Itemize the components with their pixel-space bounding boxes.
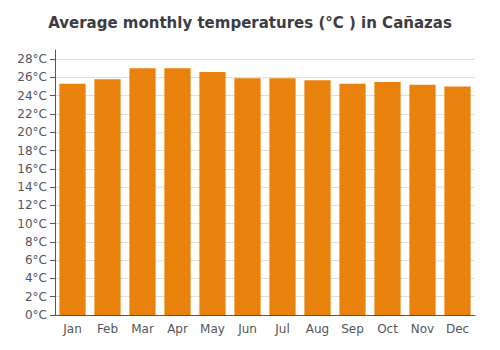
svg-text:16°C: 16°C (17, 162, 47, 176)
svg-text:Average monthly temperatures (: Average monthly temperatures (°C ) in Ca… (48, 14, 452, 32)
svg-text:Jul: Jul (274, 322, 289, 336)
svg-text:4°C: 4°C (25, 271, 47, 285)
svg-text:Mar: Mar (131, 322, 154, 336)
svg-text:26°C: 26°C (17, 70, 47, 84)
svg-text:0°C: 0°C (25, 308, 47, 322)
svg-text:Oct: Oct (377, 322, 398, 336)
svg-text:Jan: Jan (62, 322, 82, 336)
svg-text:18°C: 18°C (17, 144, 47, 158)
svg-text:8°C: 8°C (25, 235, 47, 249)
svg-text:Apr: Apr (167, 322, 188, 336)
svg-text:Dec: Dec (446, 322, 469, 336)
svg-text:12°C: 12°C (17, 198, 47, 212)
svg-text:20°C: 20°C (17, 125, 47, 139)
svg-text:14°C: 14°C (17, 180, 47, 194)
svg-text:22°C: 22°C (17, 107, 47, 121)
svg-text:Sep: Sep (341, 322, 364, 336)
svg-text:10°C: 10°C (17, 217, 47, 231)
svg-text:24°C: 24°C (17, 89, 47, 103)
svg-text:Feb: Feb (97, 322, 118, 336)
svg-text:Jun: Jun (237, 322, 257, 336)
svg-text:28°C: 28°C (17, 52, 47, 66)
svg-text:2°C: 2°C (25, 290, 47, 304)
svg-text:May: May (200, 322, 225, 336)
svg-text:6°C: 6°C (25, 253, 47, 267)
svg-text:Aug: Aug (306, 322, 329, 336)
svg-text:Nov: Nov (411, 322, 434, 336)
